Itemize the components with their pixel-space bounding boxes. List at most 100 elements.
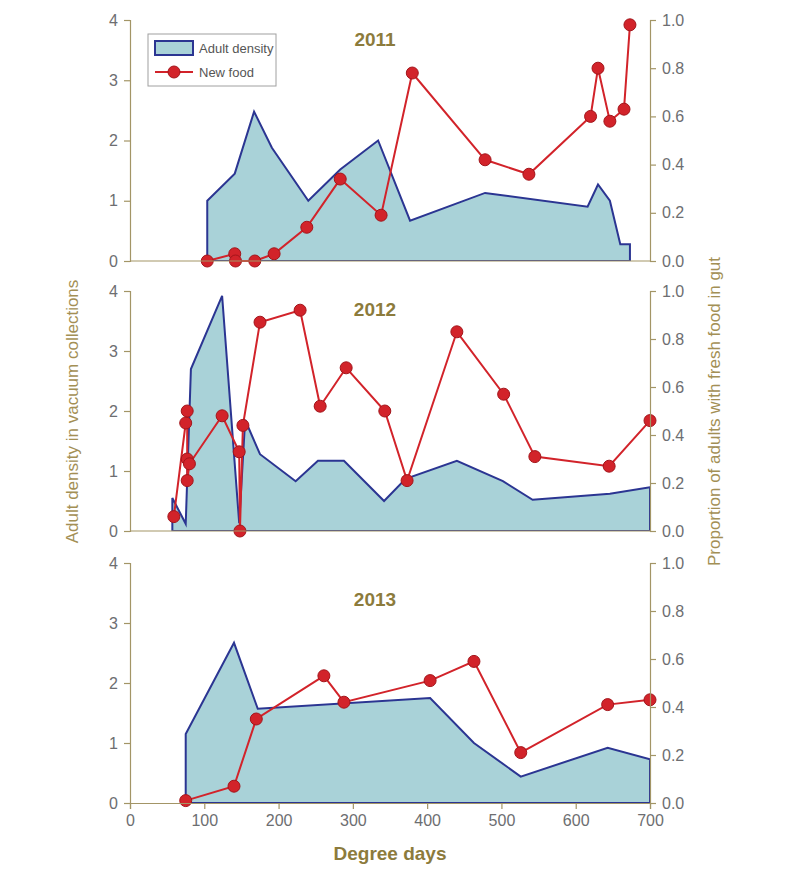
- tick-label: 1.0: [662, 555, 684, 572]
- marker: [375, 209, 387, 221]
- tick-label: 400: [414, 812, 441, 829]
- legend-label: Adult density: [199, 41, 274, 56]
- tick: 400: [414, 803, 441, 829]
- tick-label: 2: [109, 132, 118, 149]
- tick-mark: [650, 755, 656, 756]
- tick-mark: [124, 20, 130, 21]
- panel-title: 2012: [354, 299, 396, 320]
- panel: 012340.00.20.40.60.81.001002003004005006…: [109, 555, 684, 864]
- marker: [604, 115, 616, 127]
- legend-marker: [168, 66, 180, 78]
- tick: 3: [109, 343, 130, 360]
- marker: [592, 62, 604, 74]
- tick-label: 0.8: [662, 603, 684, 620]
- tick-label: 0.8: [662, 60, 684, 77]
- tick-label: 1: [109, 192, 118, 209]
- tick-mark: [650, 707, 656, 708]
- tick-mark: [353, 803, 354, 809]
- tick-mark: [650, 803, 651, 809]
- panel-title: 2013: [354, 589, 396, 610]
- tick: 0: [126, 803, 135, 829]
- marker: [603, 460, 615, 472]
- y-axis: 0 1 2 3 4: [109, 283, 130, 540]
- line: [174, 310, 650, 531]
- tick-label: 1.0: [662, 283, 684, 300]
- tick-label: 2: [109, 403, 118, 420]
- tick: 1: [109, 192, 130, 209]
- marker: [515, 747, 527, 759]
- tick: 0.8: [650, 60, 684, 77]
- marker: [523, 168, 535, 180]
- marker: [301, 221, 313, 233]
- tick-label: 0.4: [662, 427, 684, 444]
- marker: [602, 699, 614, 711]
- marker: [338, 696, 350, 708]
- tick-mark: [650, 339, 656, 340]
- tick: 1: [109, 463, 130, 480]
- marker: [585, 110, 597, 122]
- tick-mark: [576, 803, 577, 809]
- tick-label: 1.0: [662, 12, 684, 29]
- panel: 012340.00.20.40.60.81.02011Adult density…: [109, 12, 684, 270]
- tick-mark: [501, 803, 502, 809]
- tick-label: 200: [266, 812, 293, 829]
- tick-mark: [124, 411, 130, 412]
- tick: 0.2: [650, 747, 684, 764]
- tick: 0: [109, 523, 130, 540]
- marker: [529, 451, 541, 463]
- tick: 1.0: [650, 12, 684, 29]
- tick-mark: [650, 20, 656, 21]
- tick-label: 3: [109, 72, 118, 89]
- tick: 4: [109, 555, 130, 572]
- tick-label: 0.4: [662, 699, 684, 716]
- tick-label: 0: [109, 795, 118, 812]
- axis-line: [651, 292, 657, 532]
- tick-mark: [124, 563, 130, 564]
- tick-label: 300: [340, 812, 367, 829]
- tick: 1.0: [650, 283, 684, 300]
- plot-area: [172, 296, 650, 531]
- tick-mark: [124, 291, 130, 292]
- marker: [498, 388, 510, 400]
- marker: [294, 304, 306, 316]
- marker: [624, 19, 636, 31]
- marker: [180, 417, 192, 429]
- tick-label: 1: [109, 463, 118, 480]
- marker: [468, 655, 480, 667]
- tick: 0: [109, 253, 130, 270]
- axis-line: [651, 21, 657, 262]
- tick-label: 500: [489, 812, 516, 829]
- marker: [216, 410, 228, 422]
- tick-label: 0.2: [662, 475, 684, 492]
- line: [186, 661, 650, 800]
- marker: [451, 326, 463, 338]
- tick: 500: [489, 803, 516, 829]
- tick: 0.4: [650, 699, 684, 716]
- tick-mark: [124, 531, 130, 532]
- tick: 1: [109, 735, 130, 752]
- tick: 0.4: [650, 427, 684, 444]
- tick-mark: [650, 563, 656, 564]
- tick-label: 0.2: [662, 204, 684, 221]
- tick: 4: [109, 283, 130, 300]
- chart: 0 1 2 3 4 0.0 0.2 0.4 0.6 0.8 1.0 2 0 1 1 Adult density…: [0, 0, 800, 876]
- axis-line: [124, 564, 131, 804]
- tick: 600: [563, 803, 590, 829]
- plot-area: [207, 112, 630, 261]
- marker: [181, 405, 193, 417]
- tick-mark: [124, 80, 130, 81]
- marker: [340, 362, 352, 374]
- panel: 012340.00.20.40.60.81.02012Adult density…: [63, 257, 724, 566]
- area: [172, 296, 650, 531]
- tick: 0.6: [650, 108, 684, 125]
- tick: 100: [191, 803, 218, 829]
- tick-mark: [650, 291, 656, 292]
- axis-line: [131, 804, 651, 810]
- x-axis-line: [130, 260, 650, 261]
- plot-points: [180, 655, 656, 806]
- tick-mark: [650, 611, 656, 612]
- tick-label: 0.0: [662, 523, 684, 540]
- tick-mark: [278, 803, 279, 809]
- tick: 700: [637, 803, 664, 829]
- marker: [237, 419, 249, 431]
